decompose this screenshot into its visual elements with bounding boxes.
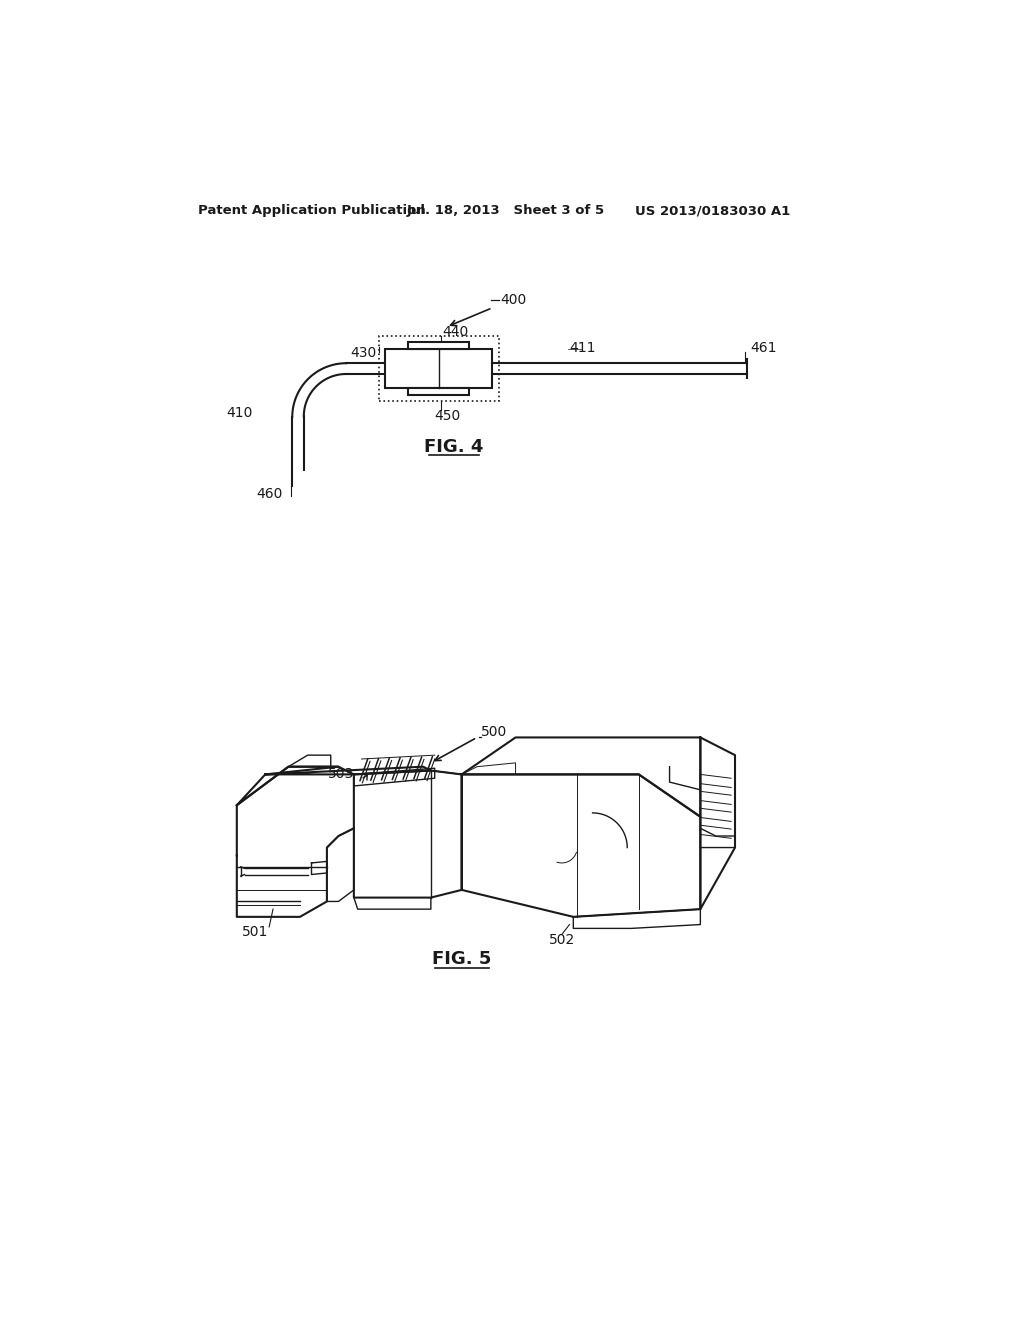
Bar <box>385 350 493 388</box>
Bar <box>408 388 469 395</box>
Text: 440: 440 <box>442 326 469 339</box>
Text: 450: 450 <box>435 409 461 424</box>
Text: 460: 460 <box>257 487 283 502</box>
Text: US 2013/0183030 A1: US 2013/0183030 A1 <box>635 205 791 218</box>
Text: 501: 501 <box>243 925 268 940</box>
Text: 502: 502 <box>549 933 574 946</box>
Text: 430: 430 <box>350 346 376 360</box>
Text: 500: 500 <box>481 725 507 739</box>
Text: Patent Application Publication: Patent Application Publication <box>199 205 426 218</box>
Text: 503: 503 <box>328 767 354 781</box>
Text: FIG. 5: FIG. 5 <box>432 950 492 968</box>
Text: 400: 400 <box>500 293 526 308</box>
Bar <box>408 342 469 350</box>
Text: 461: 461 <box>751 341 777 355</box>
Text: Jul. 18, 2013   Sheet 3 of 5: Jul. 18, 2013 Sheet 3 of 5 <box>407 205 604 218</box>
Text: 411: 411 <box>569 341 596 355</box>
Text: 410: 410 <box>226 407 253 420</box>
Bar <box>379 337 499 401</box>
Text: FIG. 4: FIG. 4 <box>424 438 483 457</box>
